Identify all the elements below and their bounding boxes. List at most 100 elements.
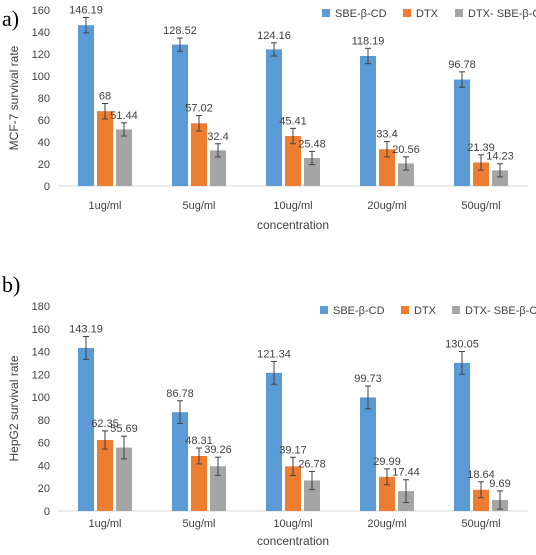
data-label: 57.02 [185, 103, 213, 115]
bar [116, 129, 132, 186]
bar [454, 362, 470, 511]
bar [379, 476, 395, 511]
x-tick-label: 20ug/ml [367, 518, 406, 530]
y-tick-label: 60 [38, 438, 50, 450]
y-tick-label: 160 [32, 324, 50, 336]
data-label: 14.23 [486, 151, 514, 163]
legend-label: DTX- SBE-β-CD [468, 8, 536, 20]
data-label: 86.78 [166, 388, 194, 400]
bar [191, 123, 207, 186]
data-label: 25.48 [298, 138, 326, 150]
x-tick-label: 1ug/ml [88, 518, 121, 530]
bar [78, 25, 94, 187]
data-label: 99.73 [354, 373, 382, 385]
data-label: 20.56 [392, 144, 420, 156]
legend-swatch [401, 306, 409, 314]
data-label: 17.44 [392, 467, 420, 479]
bar [172, 412, 188, 511]
y-tick-label: 80 [38, 415, 50, 427]
y-tick-label: 100 [32, 392, 50, 404]
data-label: 118.19 [352, 35, 385, 47]
x-tick-label: 10ug/ml [273, 518, 312, 530]
x-tick-label: 50ug/ml [461, 200, 500, 212]
data-label: 26.78 [298, 458, 326, 470]
data-label: 32.4 [207, 131, 228, 143]
data-label: 33.4 [376, 129, 397, 141]
legend-label: DTX [416, 8, 439, 20]
data-label: 146.19 [69, 4, 103, 16]
bar [360, 397, 376, 511]
bar [304, 157, 320, 186]
x-tick-label: 5ug/ml [182, 518, 215, 530]
bar [97, 439, 113, 511]
bar [285, 136, 301, 186]
y-tick-label: 120 [32, 369, 50, 381]
x-axis-title: concentration [257, 218, 329, 232]
y-tick-label: 180 [32, 301, 50, 313]
y-tick-label: 60 [38, 115, 50, 127]
data-label: 21.39 [467, 142, 495, 154]
x-tick-label: 50ug/ml [461, 518, 500, 530]
data-label: 124.16 [257, 30, 291, 42]
legend-swatch [320, 306, 328, 314]
bar [172, 44, 188, 187]
legend-label: SBE-β-CD [333, 305, 385, 317]
data-label: 96.78 [448, 59, 476, 71]
data-label: 39.26 [204, 444, 232, 456]
y-tick-label: 20 [38, 483, 50, 495]
x-axis-title: concentration [257, 534, 329, 548]
bar [210, 150, 226, 186]
bar [360, 55, 376, 187]
y-axis-title: HepG2 survival rate [7, 355, 21, 461]
bar [473, 162, 489, 186]
bar [473, 489, 489, 511]
data-label: 51.44 [110, 110, 138, 122]
bar [97, 111, 113, 186]
chart-b: 0 20 40 60 80 100 120 140 160 180 143.19 62.3555.69… [7, 301, 536, 548]
bar [492, 170, 508, 186]
legend-swatch [403, 9, 411, 17]
bar [285, 466, 301, 511]
data-label: 29.99 [373, 456, 401, 468]
data-label: 9.69 [489, 478, 510, 490]
y-tick-label: 0 [44, 181, 50, 193]
x-tick-label: 10ug/ml [273, 200, 312, 212]
chart-a: 0 20 40 60 80 100 120 140 160 146.19 68 51.44 1ug/ml… [7, 4, 536, 232]
legend-swatch [455, 9, 463, 17]
y-axis-title: MCF-7 survival rate [7, 45, 21, 150]
x-tick-label: 1ug/ml [88, 200, 121, 212]
bar [210, 466, 226, 511]
data-label: 39.17 [279, 444, 307, 456]
panel-a: a) 0 20 40 60 80 100 120 140 160 146.19 68 51.44 1ug… [0, 0, 536, 268]
bar [398, 163, 414, 186]
data-label: 45.41 [279, 115, 307, 127]
y-tick-label: 20 [38, 159, 50, 171]
bar [116, 447, 132, 511]
panel-b: b) 0 20 40 60 80 100 120 140 160 180 143.19 62.35 55… [0, 268, 536, 550]
data-label: 55.69 [110, 423, 138, 435]
data-label: 143.19 [69, 324, 103, 336]
legend-label: DTX [414, 305, 437, 317]
x-tick-label: 20ug/ml [367, 200, 406, 212]
bar [266, 372, 282, 511]
bar [304, 480, 320, 511]
data-label: 48.31 [185, 435, 213, 447]
data-label: 18.64 [467, 469, 495, 481]
y-tick-label: 140 [32, 347, 50, 359]
panel-b-label: b) [2, 272, 21, 297]
legend-label: DTX- SBE-β-CD [465, 305, 536, 317]
y-tick-label: 40 [38, 460, 50, 472]
bar [454, 79, 470, 186]
panel-a-label: a) [2, 6, 20, 31]
bar [379, 149, 395, 186]
y-tick-label: 80 [38, 93, 50, 105]
y-tick-label: 120 [32, 49, 50, 61]
legend-swatch [322, 9, 330, 17]
data-label: 121.34 [257, 348, 291, 360]
y-tick-label: 100 [32, 71, 50, 83]
legend-label: SBE-β-CD [335, 8, 387, 20]
data-label: 130.05 [445, 338, 479, 350]
bar [266, 49, 282, 187]
y-tick-label: 0 [44, 506, 50, 518]
bar [191, 455, 207, 511]
